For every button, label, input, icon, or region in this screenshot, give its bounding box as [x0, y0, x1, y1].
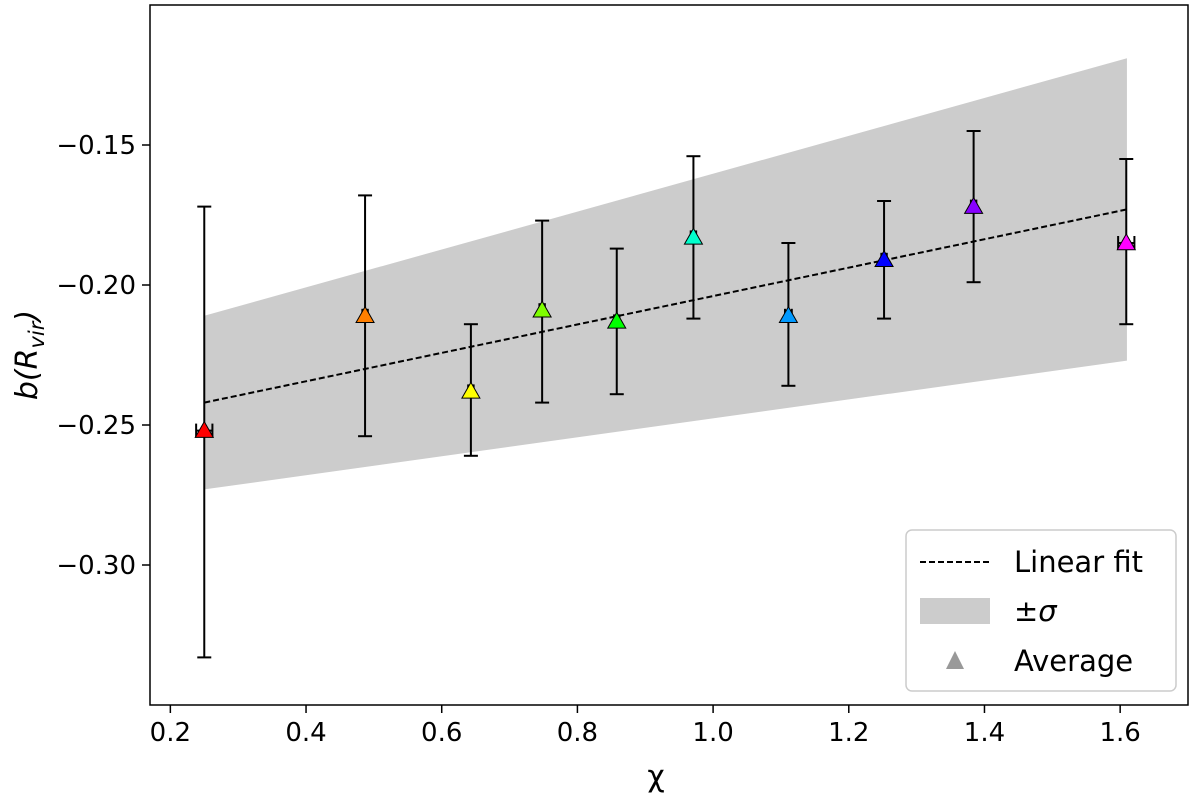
x-axis-label: χ	[647, 759, 664, 794]
y-axis-label-close: )	[10, 310, 45, 324]
data-point-3	[532, 300, 552, 318]
legend-label-average: Average	[1014, 644, 1133, 678]
data-point-8	[963, 196, 984, 214]
legend-marker-swatch	[946, 651, 964, 669]
x-tick-label: 0.4	[285, 718, 326, 748]
x-axis-ticks: 0.2 0.4 0.6 0.8 1.0 1.2 1.4 1.6	[150, 705, 1141, 748]
data-point-9	[1116, 232, 1137, 251]
data-point-4	[606, 311, 627, 329]
legend-box	[905, 529, 1177, 692]
sigma-band-layer	[204, 58, 1127, 490]
data-point-6	[778, 305, 799, 324]
x-tick-label: 0.6	[421, 718, 462, 748]
plot-frame	[149, 4, 1189, 706]
sigma-band	[204, 58, 1127, 490]
y-axis-label-main: b(R	[10, 349, 45, 401]
data-point-7	[874, 249, 894, 268]
y-tick-label: −0.30	[56, 551, 136, 581]
marker-layer	[194, 196, 1137, 438]
legend-label-sigma: ±σ	[1014, 594, 1058, 628]
x-tick-label: 1.4	[964, 718, 1005, 748]
x-tick-label: 1.6	[1099, 718, 1140, 748]
data-point-5	[683, 227, 704, 245]
x-tick-label: 1.0	[692, 718, 733, 748]
x-tick-label: 1.2	[828, 718, 869, 748]
data-point-1	[355, 305, 375, 324]
x-tick-label: 0.8	[557, 718, 598, 748]
legend: Linear fit ±σ Average	[905, 529, 1177, 692]
data-point-2	[461, 381, 481, 399]
data-point-0	[194, 420, 215, 438]
x-tick-label: 0.2	[150, 718, 191, 748]
y-axis-label: b(Rvir)	[10, 310, 49, 400]
y-axis-ticks: −0.30 −0.25 −0.20 −0.15	[56, 131, 150, 581]
y-axis-label-sub: vir	[25, 320, 49, 348]
legend-label-linear-fit: Linear fit	[1014, 545, 1143, 579]
y-tick-label: −0.25	[56, 411, 136, 441]
y-tick-label: −0.15	[56, 131, 136, 161]
y-tick-label: −0.20	[56, 271, 136, 301]
legend-band-swatch	[920, 598, 990, 624]
